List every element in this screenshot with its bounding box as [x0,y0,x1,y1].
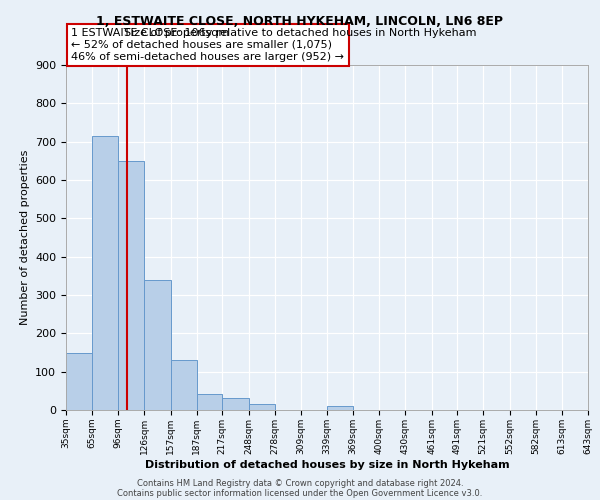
Bar [249,404,275,410]
Bar [171,360,197,410]
Text: 1, ESTWAITE CLOSE, NORTH HYKEHAM, LINCOLN, LN6 8EP: 1, ESTWAITE CLOSE, NORTH HYKEHAM, LINCOL… [97,15,503,28]
Bar [222,398,249,410]
Bar [66,352,92,410]
Text: 1 ESTWAITE CLOSE: 106sqm
← 52% of detached houses are smaller (1,075)
46% of sem: 1 ESTWAITE CLOSE: 106sqm ← 52% of detach… [71,28,344,62]
Text: Contains HM Land Registry data © Crown copyright and database right 2024.: Contains HM Land Registry data © Crown c… [137,478,463,488]
Text: Size of property relative to detached houses in North Hykeham: Size of property relative to detached ho… [124,28,476,38]
X-axis label: Distribution of detached houses by size in North Hykeham: Distribution of detached houses by size … [145,460,509,469]
Text: Contains public sector information licensed under the Open Government Licence v3: Contains public sector information licen… [118,488,482,498]
Bar [197,394,222,410]
Bar [92,136,118,410]
Bar [144,280,171,410]
Bar [327,406,353,410]
Bar [118,161,144,410]
Y-axis label: Number of detached properties: Number of detached properties [20,150,29,325]
